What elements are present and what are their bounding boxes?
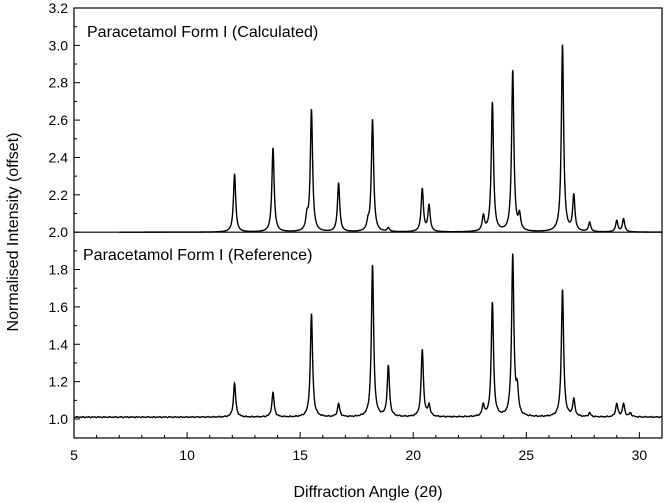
y-tick-label: 1.8 (49, 262, 69, 278)
series-label-calculated: Paracetamol Form I (Calculated) (87, 24, 318, 41)
series-line-calculated (119, 44, 662, 233)
series-layer (74, 44, 663, 419)
x-tick-label: 5 (70, 447, 78, 463)
x-tick-label: 10 (179, 447, 195, 463)
y-axis-label: Normalised Intensity (offset) (5, 133, 22, 332)
x-tick-label: 20 (405, 447, 421, 463)
y-tick-label: 1.0 (49, 411, 69, 427)
x-tick-label: 25 (519, 447, 535, 463)
y-tick-label: 1.4 (49, 336, 69, 352)
x-tick-label: 15 (292, 447, 308, 463)
series-label-reference: Paracetamol Form I (Reference) (83, 247, 312, 264)
x-tick-label: 30 (632, 447, 648, 463)
y-tick-label: 2.8 (49, 75, 69, 91)
x-axis-label: Diffraction Angle (2θ) (293, 484, 442, 501)
y-tick-label: 2.6 (49, 112, 69, 128)
axes-layer: 1.0 1.2 1.4 1.6 1.8 2.0 2.2 2.4 2.6 2.8 3.0 3.2 5 10 1… (49, 0, 663, 463)
y-tick-label: 1.2 (49, 374, 69, 390)
y-tick-label: 2.4 (49, 149, 69, 165)
y-tick-label: 3.2 (49, 0, 69, 16)
y-tick-label: 2.2 (49, 187, 69, 203)
y-tick-label: 3.0 (49, 37, 69, 53)
y-tick-label: 2.0 (49, 224, 69, 240)
plot-frame (73, 7, 663, 439)
series-line-reference (74, 253, 663, 419)
y-tick-label: 1.6 (49, 299, 69, 315)
